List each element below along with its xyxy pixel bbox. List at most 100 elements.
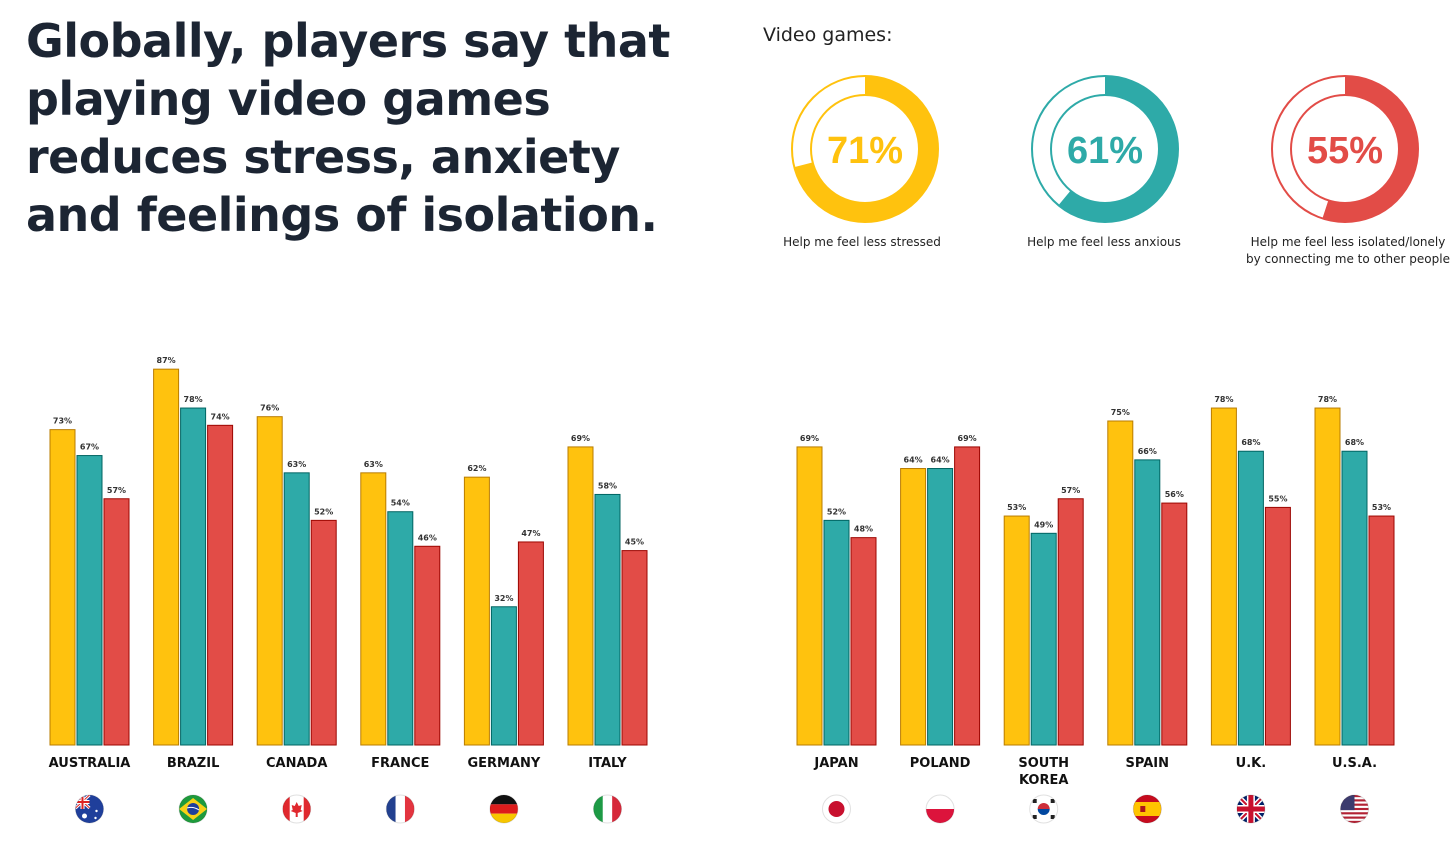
bar-group: 78% 68% 55% U.K. xyxy=(1210,395,1291,824)
bar-chart-right: 69% 52% 48% JAPAN 64% 64% 69% POLAND 53% 49% 57% SO… xyxy=(796,395,1395,824)
bar-value-label: 78% xyxy=(1318,395,1337,404)
video-games-label: Video games: xyxy=(763,24,893,46)
bar xyxy=(621,550,648,746)
bar-group: 64% 64% 69% POLAND xyxy=(900,434,981,824)
south-korea-flag-icon xyxy=(1029,795,1058,823)
bar-value-label: 47% xyxy=(521,529,540,538)
bar xyxy=(1237,450,1264,746)
bar-value-label: 69% xyxy=(958,434,977,443)
brazil-flag-icon xyxy=(179,795,208,823)
bar-value-label: 66% xyxy=(1138,447,1157,456)
japan-flag-icon xyxy=(822,795,851,823)
bar xyxy=(103,498,130,746)
bar xyxy=(387,511,414,746)
bar xyxy=(76,455,103,746)
bar-chart-left: 73% 67% 57% AUSTRALIA 87% 78% 74% BRAZIL 76% 63% 5… xyxy=(49,356,648,824)
donut-value: 61% xyxy=(1067,130,1143,172)
bar xyxy=(256,416,283,746)
bar-group: 73% 67% 57% AUSTRALIA xyxy=(49,417,131,824)
country-label: KOREA xyxy=(1019,773,1068,788)
bar xyxy=(153,368,180,746)
bar-value-label: 76% xyxy=(260,404,279,413)
donut-chart: 61% xyxy=(1031,75,1179,223)
bar-group: 76% 63% 52% CANADA xyxy=(256,404,337,824)
bar-value-label: 69% xyxy=(800,434,819,443)
bar xyxy=(1057,498,1084,746)
bar-value-label: 63% xyxy=(364,460,383,469)
donut-caption: Help me feel less isolated/lonely by conn… xyxy=(1218,234,1456,268)
bar-group: 62% 32% 47% GERMANY xyxy=(463,464,544,824)
poland-flag-icon xyxy=(926,795,955,823)
bar-group: 63% 54% 46% FRANCE xyxy=(360,460,441,824)
country-label: SPAIN xyxy=(1126,756,1169,771)
donut-caption-line: by connecting me to other people xyxy=(1246,252,1450,266)
bar-value-label: 64% xyxy=(904,456,923,465)
bar-value-label: 53% xyxy=(1007,503,1026,512)
bar-group: 53% 49% 57% SOUTH KOREA xyxy=(1003,486,1084,824)
donut-caption-line: Help me feel less stressed xyxy=(783,235,941,249)
country-label: POLAND xyxy=(910,756,971,771)
france-flag-icon xyxy=(386,795,415,823)
bar-value-label: 68% xyxy=(1345,438,1364,447)
bar xyxy=(180,407,207,746)
bar xyxy=(49,429,76,746)
bar-value-label: 57% xyxy=(1061,486,1080,495)
bar-value-label: 52% xyxy=(827,507,846,516)
bar xyxy=(1264,506,1291,746)
germany-flag-icon xyxy=(489,795,518,823)
donut-value: 55% xyxy=(1307,130,1383,172)
bar-group: 75% 66% 56% SPAIN xyxy=(1107,408,1188,824)
bar xyxy=(1161,502,1188,746)
bar-value-label: 62% xyxy=(467,464,486,473)
bar-value-label: 78% xyxy=(1214,395,1233,404)
donut-caption: Help me feel less stressed xyxy=(732,234,992,251)
bar xyxy=(414,545,441,746)
bar-value-label: 57% xyxy=(107,486,126,495)
donut-chart: 71% xyxy=(791,75,939,223)
bar xyxy=(850,537,877,746)
country-label: CANADA xyxy=(266,756,327,771)
bar xyxy=(823,519,850,746)
bar xyxy=(207,424,234,746)
bar xyxy=(1368,515,1395,746)
bar xyxy=(1003,515,1030,746)
bar-value-label: 49% xyxy=(1034,520,1053,529)
bar xyxy=(517,541,544,746)
donut-caption: Help me feel less anxious xyxy=(974,234,1234,251)
bar-value-label: 58% xyxy=(598,481,617,490)
bar-value-label: 63% xyxy=(287,460,306,469)
country-label: AUSTRALIA xyxy=(49,756,131,771)
bar xyxy=(567,446,594,746)
bar xyxy=(1341,450,1368,746)
donut-arc xyxy=(794,76,938,222)
bar-group: 69% 52% 48% JAPAN xyxy=(796,434,877,824)
bar-value-label: 32% xyxy=(494,594,513,603)
bar xyxy=(1030,532,1057,746)
bar-group: 87% 78% 74% BRAZIL xyxy=(153,356,234,824)
bar xyxy=(1134,459,1161,746)
italy-flag-icon xyxy=(593,795,622,823)
bar-value-label: 46% xyxy=(418,533,437,542)
bar xyxy=(954,446,981,746)
headline: Globally, players say that playing video… xyxy=(26,14,670,242)
donut-arc xyxy=(1058,76,1178,222)
bar xyxy=(1314,407,1341,746)
bar xyxy=(927,468,954,746)
donut-value: 71% xyxy=(827,130,903,172)
bar-value-label: 45% xyxy=(625,538,644,547)
bar xyxy=(796,446,823,746)
bar xyxy=(900,468,927,746)
bar xyxy=(283,472,310,746)
bar-value-label: 68% xyxy=(1241,438,1260,447)
country-label: GERMANY xyxy=(467,756,540,771)
bar-value-label: 53% xyxy=(1372,503,1391,512)
bar xyxy=(594,493,621,746)
bar-value-label: 55% xyxy=(1268,494,1287,503)
country-label: ITALY xyxy=(588,756,627,771)
bar-value-label: 74% xyxy=(211,412,230,421)
uk-flag-icon xyxy=(1236,795,1265,823)
donut-arc xyxy=(1322,76,1418,222)
bar-value-label: 64% xyxy=(931,456,950,465)
bar-value-label: 69% xyxy=(571,434,590,443)
donut-caption-line: Help me feel less isolated/lonely xyxy=(1250,235,1446,249)
